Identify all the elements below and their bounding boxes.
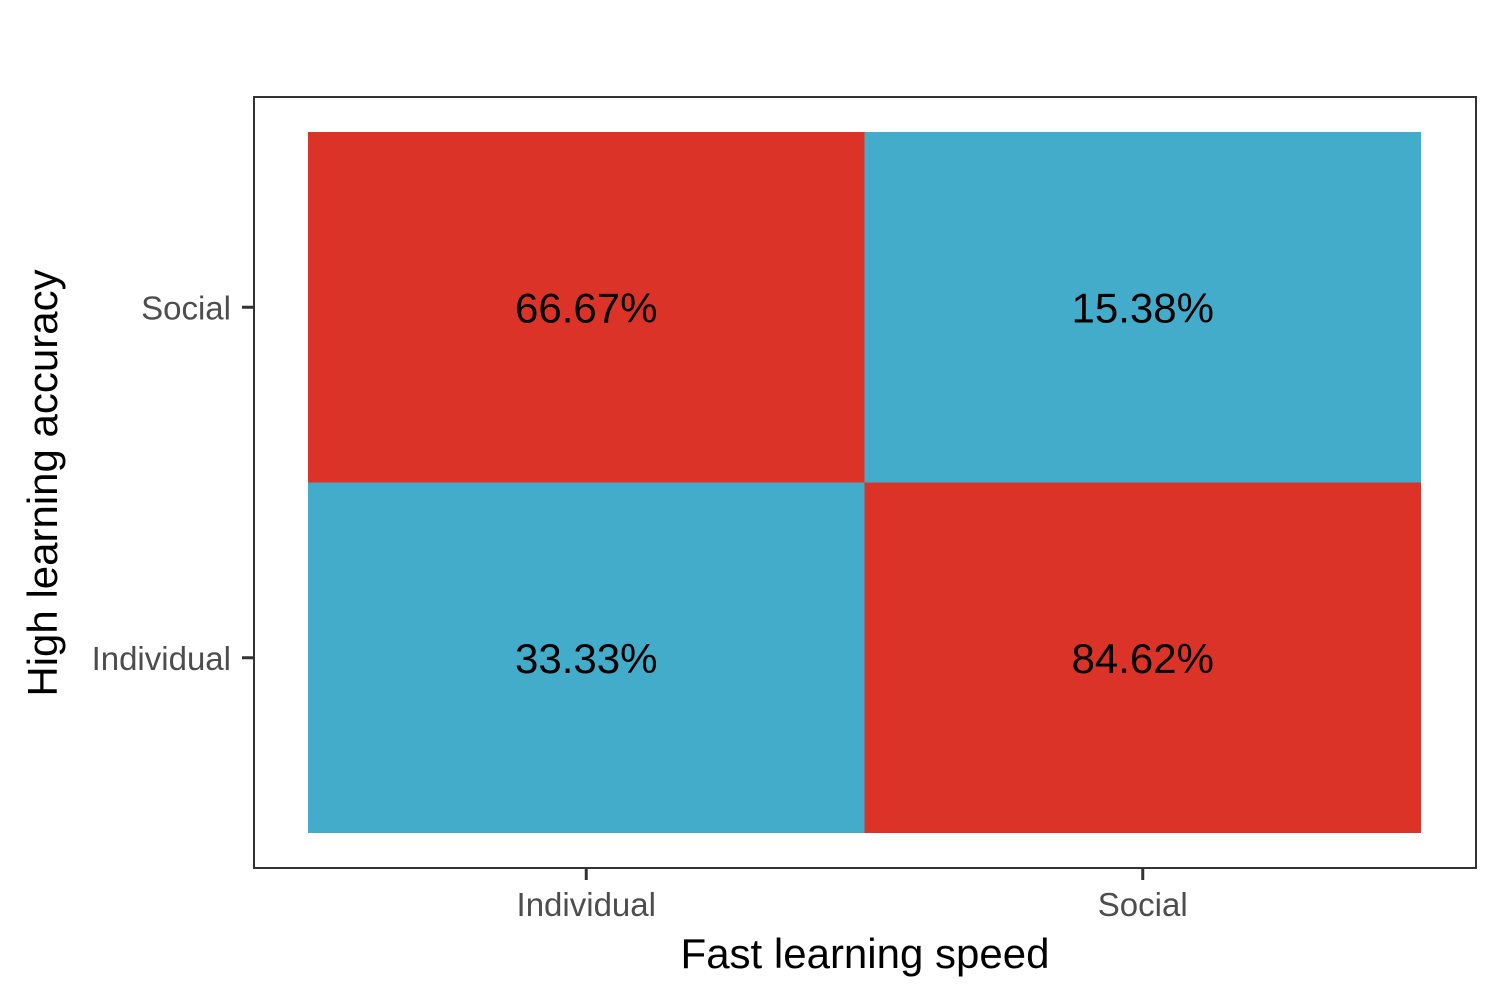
cell-value-label: 33.33% [515,635,657,682]
x-tick-label: Individual [517,886,656,923]
heatmap-cell [864,482,1421,833]
x-axis-title: Fast learning speed [681,930,1050,977]
cell-value-label: 84.62% [1072,635,1214,682]
cell-value-label: 15.38% [1072,284,1214,331]
x-tick-label: Social [1098,886,1188,923]
y-axis: Individual Social [92,289,254,677]
heatmap-cell [864,132,1421,483]
y-tick-label: Individual [92,640,231,677]
y-tick-label: Social [141,289,231,326]
cell-value-label: 66.67% [515,284,657,331]
x-axis: Individual Social [517,868,1188,923]
heatmap-cell [308,482,865,833]
heatmap-cells: 66.67% 15.38% 33.33% 84.62% [308,132,1421,833]
heatmap-cell [308,132,865,483]
y-axis-title: High learning accuracy [19,269,66,696]
panel-border [253,96,1477,869]
